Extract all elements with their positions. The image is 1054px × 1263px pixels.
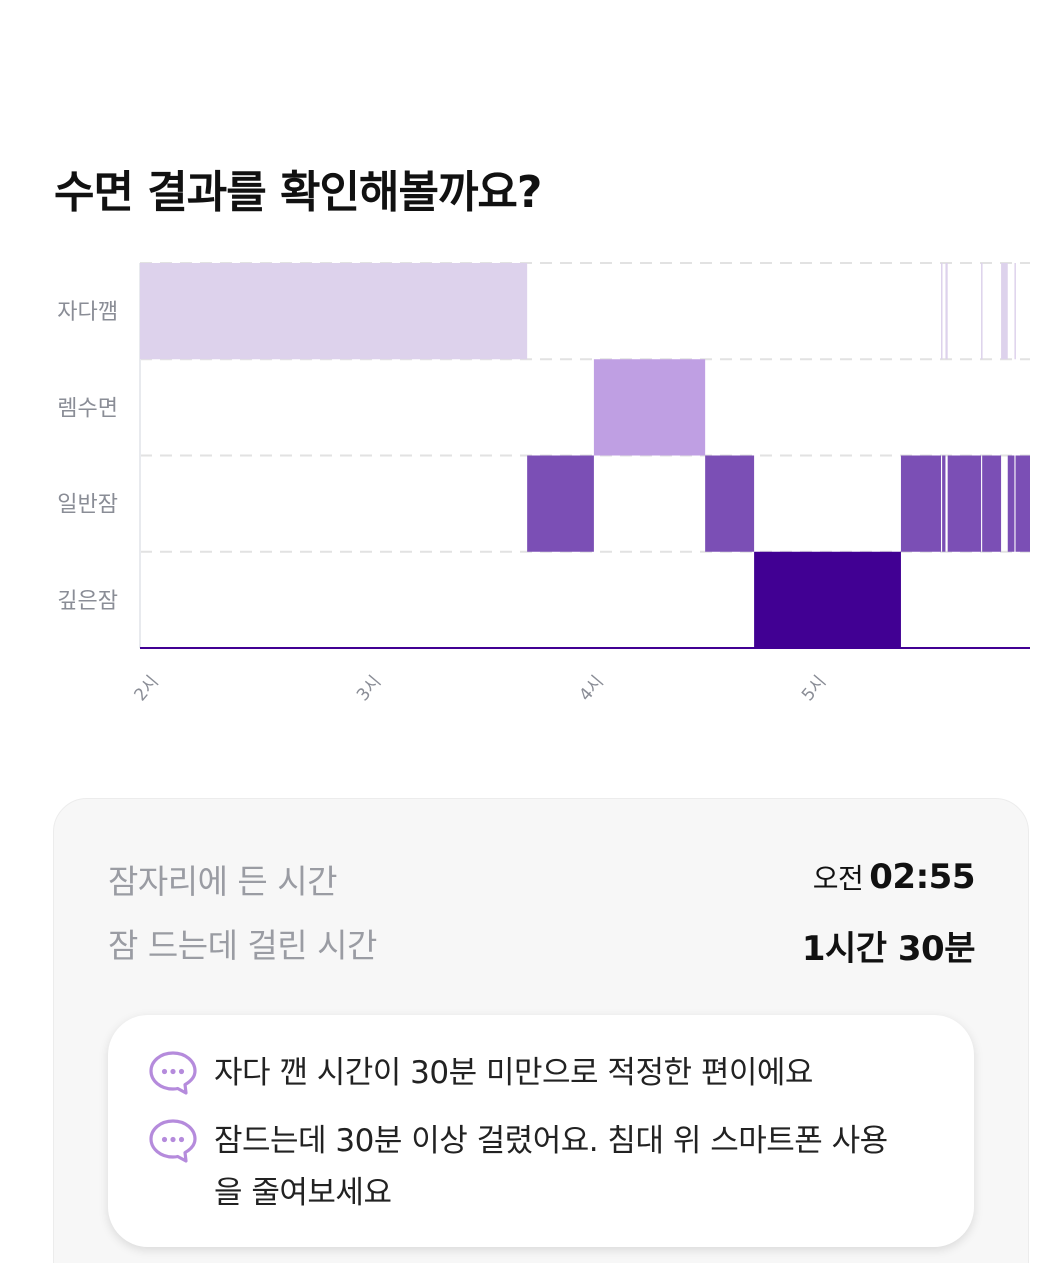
chart-bar [941, 263, 943, 360]
bedtime-ampm: 오전 [812, 862, 864, 895]
chart-bar [945, 263, 948, 360]
sleep-latency-label: 잠 드는데 걸린 시간 [108, 926, 377, 965]
chart-bar [942, 455, 946, 552]
advice-text: 잠드는데 30분 이상 걸렸어요. 침대 위 스마트폰 사용을 줄여보세요 [214, 1123, 888, 1211]
x-tick-label: 5시 [798, 672, 830, 705]
chart-bar [1015, 455, 1030, 552]
chart-bar [1001, 263, 1008, 360]
x-tick-label: 3시 [353, 672, 385, 705]
bedtime-value: 오전 02:55 [812, 857, 976, 897]
chart-bar [982, 455, 1002, 552]
chart-bar [754, 551, 901, 648]
chart-bar [140, 263, 528, 360]
chart-bar [705, 455, 755, 552]
bedtime-label: 잠자리에 든 시간 [108, 862, 338, 901]
stage-label: 자다깸 [57, 300, 118, 325]
chat-bubble-icon [149, 1051, 197, 1095]
x-tick-label: 4시 [576, 672, 608, 705]
advice-card: 자다 깬 시간이 30분 미만으로 적정한 편이에요 잠드는데 30분 이상 걸… [108, 1015, 974, 1247]
bedtime-time: 02:55 [869, 857, 975, 897]
chart-bar [1007, 455, 1015, 552]
x-tick-label: 2시 [131, 672, 163, 705]
chart-bar [900, 455, 941, 552]
chart-x-ticks: 2시 3시 4시 5시 [131, 672, 831, 705]
chart-bar [527, 455, 594, 552]
chart-bar [1014, 263, 1016, 360]
chart-bar [981, 263, 983, 360]
chart-bar [593, 359, 706, 456]
stage-label: 일반잠 [57, 493, 118, 518]
stage-label: 렘수면 [57, 396, 118, 421]
page-title: 수면 결과를 확인해볼까요? [54, 167, 542, 218]
sleep-latency-value: 1시간 30분 [801, 929, 976, 969]
chart-bar [947, 455, 982, 552]
advice-text: 자다 깬 시간이 30분 미만으로 적정한 편이에요 [214, 1055, 813, 1091]
chart-bars [140, 263, 1030, 648]
stage-label: 깊은잠 [57, 589, 118, 614]
sleep-summary-card: 잠자리에 든 시간 오전 02:55 잠 드는데 걸린 시간 1시간 30분 자다… [53, 798, 1029, 1263]
chat-bubble-icon [149, 1119, 197, 1163]
